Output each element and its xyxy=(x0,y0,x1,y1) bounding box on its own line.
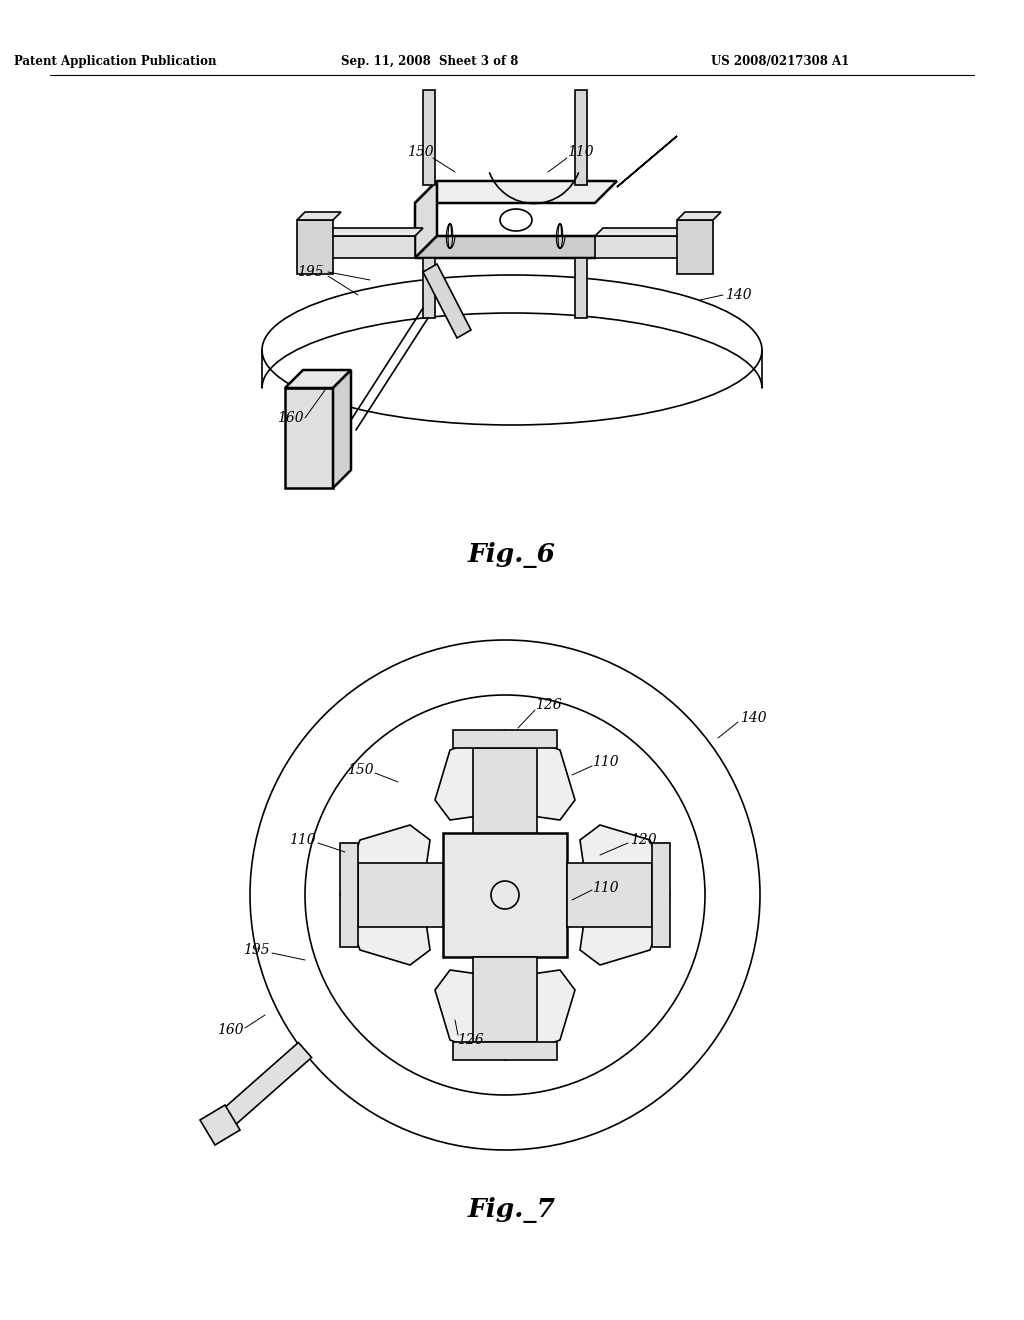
Text: Sep. 11, 2008  Sheet 3 of 8: Sep. 11, 2008 Sheet 3 of 8 xyxy=(341,55,519,69)
Polygon shape xyxy=(340,843,358,946)
Text: US 2008/0217308 A1: US 2008/0217308 A1 xyxy=(711,55,849,69)
Text: Fig._6: Fig._6 xyxy=(468,543,556,568)
Text: 110: 110 xyxy=(592,880,618,895)
Polygon shape xyxy=(443,833,567,957)
Text: 120: 120 xyxy=(630,833,656,847)
Polygon shape xyxy=(415,236,617,257)
Polygon shape xyxy=(340,825,430,965)
Polygon shape xyxy=(652,843,670,946)
Polygon shape xyxy=(453,730,557,748)
Polygon shape xyxy=(297,213,341,220)
Polygon shape xyxy=(435,730,575,820)
Text: 160: 160 xyxy=(276,411,303,425)
Polygon shape xyxy=(677,220,713,275)
Text: 110: 110 xyxy=(592,755,618,770)
Polygon shape xyxy=(473,957,537,1041)
Polygon shape xyxy=(453,1041,557,1060)
Polygon shape xyxy=(358,863,443,927)
Polygon shape xyxy=(595,228,703,236)
Text: 126: 126 xyxy=(457,1034,483,1047)
Polygon shape xyxy=(575,257,587,318)
Text: 110: 110 xyxy=(566,145,593,158)
Polygon shape xyxy=(213,1043,311,1133)
Polygon shape xyxy=(297,220,333,275)
Polygon shape xyxy=(423,264,471,338)
Text: Fig._7: Fig._7 xyxy=(468,1197,556,1224)
Text: 195: 195 xyxy=(297,265,324,279)
Text: 126: 126 xyxy=(535,698,561,711)
Polygon shape xyxy=(617,136,677,187)
Polygon shape xyxy=(415,181,617,203)
Text: 150: 150 xyxy=(407,145,433,158)
Polygon shape xyxy=(285,388,333,488)
Polygon shape xyxy=(200,1105,240,1144)
Text: 140: 140 xyxy=(725,288,752,302)
Polygon shape xyxy=(473,748,537,833)
Polygon shape xyxy=(315,228,423,236)
Polygon shape xyxy=(423,257,435,318)
Text: 150: 150 xyxy=(347,763,374,777)
Polygon shape xyxy=(285,370,351,388)
Text: 140: 140 xyxy=(739,711,766,725)
Polygon shape xyxy=(423,90,435,185)
Polygon shape xyxy=(575,90,587,185)
Text: 110: 110 xyxy=(289,833,315,847)
Polygon shape xyxy=(580,825,670,965)
Polygon shape xyxy=(415,181,437,257)
Polygon shape xyxy=(333,370,351,488)
Polygon shape xyxy=(435,970,575,1060)
Polygon shape xyxy=(567,863,652,927)
Text: 160: 160 xyxy=(217,1023,244,1038)
Polygon shape xyxy=(595,236,695,257)
Polygon shape xyxy=(677,213,721,220)
Polygon shape xyxy=(315,236,415,257)
Text: 195: 195 xyxy=(243,942,269,957)
Text: Patent Application Publication: Patent Application Publication xyxy=(13,55,216,69)
